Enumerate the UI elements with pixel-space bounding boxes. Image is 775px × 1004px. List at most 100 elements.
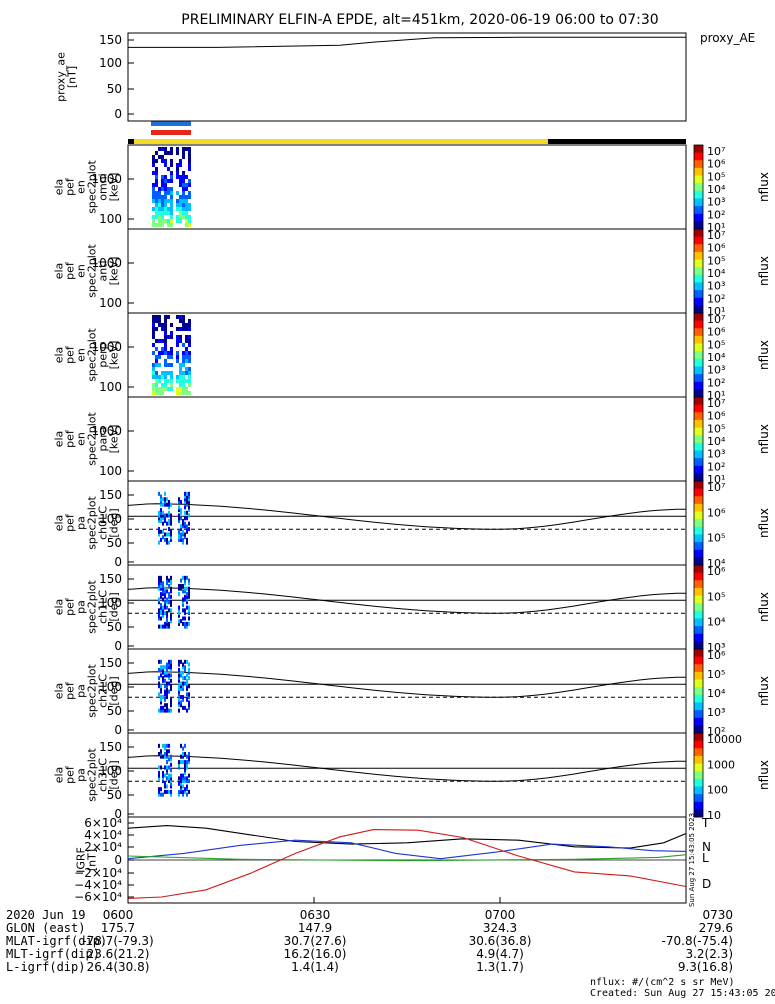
footer-value-2-1: 30.7(27.6) (284, 934, 347, 948)
cbtick-perp-2: 10⁵ (707, 338, 725, 351)
pixel-perp (179, 319, 182, 323)
pixel-ch3LC (182, 751, 184, 756)
pixel-perp (164, 383, 167, 387)
pixel-ch1LC (184, 621, 186, 626)
pixel-ch1LC (178, 592, 180, 597)
pixel-ch3LC (182, 779, 184, 784)
cblabel-ch3LC: nflux (757, 760, 771, 790)
pixel-omni (167, 199, 170, 203)
pixel-ch0LC (160, 516, 162, 521)
ylabel-proxy_ae-1: [nT] (66, 66, 79, 88)
pixel-omni (152, 155, 155, 159)
pixel-perp (161, 323, 164, 327)
cbtick-ch2LC-1: 10⁵ (707, 668, 725, 681)
pixel-ch1LC (180, 583, 182, 588)
pixel-ch1LC (164, 592, 166, 597)
ylabel-ch3LC-2: pa (75, 768, 88, 782)
pixel-ch1LC (184, 616, 186, 621)
pixel-ch0LC (184, 494, 186, 499)
pixel-ch3LC (164, 781, 166, 786)
pixel-omni (152, 215, 155, 219)
cbtick-perp-5: 10² (707, 376, 725, 389)
pixel-perp (158, 319, 161, 323)
pixel-ch2LC (160, 708, 162, 713)
pixel-ch2LC (164, 697, 166, 702)
pixel-perp (176, 335, 179, 339)
ytick-anti-0: 1000 (91, 256, 122, 270)
pixel-perp (179, 367, 182, 371)
cbtick-omni-3: 10⁴ (707, 183, 726, 196)
colorbar-seg-anti-8 (694, 290, 703, 299)
pixel-ch0LC (162, 502, 164, 507)
pixel-ch2LC (166, 705, 168, 710)
pixel-ch3LC (184, 789, 186, 794)
pixel-ch3LC (160, 754, 162, 759)
pixel-perp (185, 339, 188, 343)
panel-frame-para (127, 396, 687, 482)
pixel-ch1LC (162, 613, 164, 618)
pixel-ch0LC (178, 513, 180, 518)
ytick-ch1LC-2: 50 (107, 620, 122, 634)
pixel-ch1LC (168, 583, 170, 588)
pixel-ch0LC (164, 516, 166, 521)
ylabel-ch2LC-0: ela (53, 683, 66, 700)
pixel-ch1LC (168, 608, 170, 613)
pixel-ch1LC (186, 586, 188, 591)
pixel-ch2LC (158, 692, 160, 697)
pixel-ch2LC (188, 700, 190, 705)
footer-label-mlat: MLAT-igrf(dip) (6, 934, 108, 948)
ylabel-para-5: [keV] (108, 425, 121, 454)
pixel-ch2LC (182, 681, 184, 686)
pixel-perp (176, 379, 179, 383)
colorbar-seg-ch0LC-7 (694, 534, 703, 543)
pixel-ch1LC (158, 611, 160, 616)
pixel-perp (152, 351, 155, 355)
pixel-ch2LC (178, 667, 180, 672)
pixel-ch3LC (182, 773, 184, 778)
ylabel-ch0LC-4: ch0LC (97, 506, 110, 540)
colorbar-seg-ch1LC-8 (694, 626, 703, 635)
ytick-ch1LC-1: 100 (99, 596, 122, 610)
pixel-ch0LC (160, 529, 162, 534)
pixel-ch3LC (158, 787, 160, 792)
pixel-ch0LC (158, 510, 160, 515)
pixel-ch1LC (158, 597, 160, 602)
panel-frame-ch0LC (127, 480, 687, 566)
pixel-perp (188, 359, 191, 363)
colorbar-seg-anti-4 (694, 259, 703, 268)
pixel-ch1LC (160, 581, 162, 586)
pixel-ch0LC (178, 535, 180, 540)
colorbar-seg-ch0LC-1 (694, 488, 703, 497)
ylabel-ch1LC-3: spec2plot (86, 580, 99, 634)
colorbar-seg-para-9 (694, 465, 703, 474)
panel-frame-ch3LC (127, 732, 687, 818)
pixel-omni (170, 207, 173, 211)
pixel-ch1LC (164, 611, 166, 616)
pixel-omni (158, 223, 161, 227)
pixel-omni (161, 215, 164, 219)
pixel-omni (188, 223, 191, 227)
pixel-ch2LC (188, 676, 190, 681)
pixel-ch3LC (186, 784, 188, 789)
pixel-ch1LC (170, 600, 172, 605)
pixel-ch3LC (160, 792, 162, 797)
pixel-ch1LC (168, 578, 170, 583)
cbtick-ch0LC-3: 10⁴ (707, 557, 726, 570)
pixel-ch0LC (162, 516, 164, 521)
colorbar-seg-ch3LC-5 (694, 771, 703, 780)
pixel-ch0LC (186, 510, 188, 515)
pixel-omni (155, 199, 158, 203)
colorbar-seg-ch1LC-0 (694, 565, 703, 574)
pixel-ch0LC (184, 491, 186, 496)
pixel-perp (179, 371, 182, 375)
pixel-ch2LC (164, 684, 166, 689)
pixel-perp (161, 339, 164, 343)
pixel-ch3LC (180, 754, 182, 759)
pixel-ch2LC (164, 678, 166, 683)
pixel-ch0LC (170, 513, 172, 518)
pixel-ch1LC (166, 600, 168, 605)
proxy-ae-line (128, 36, 686, 48)
pixel-omni (161, 159, 164, 163)
pixel-perp (152, 327, 155, 331)
